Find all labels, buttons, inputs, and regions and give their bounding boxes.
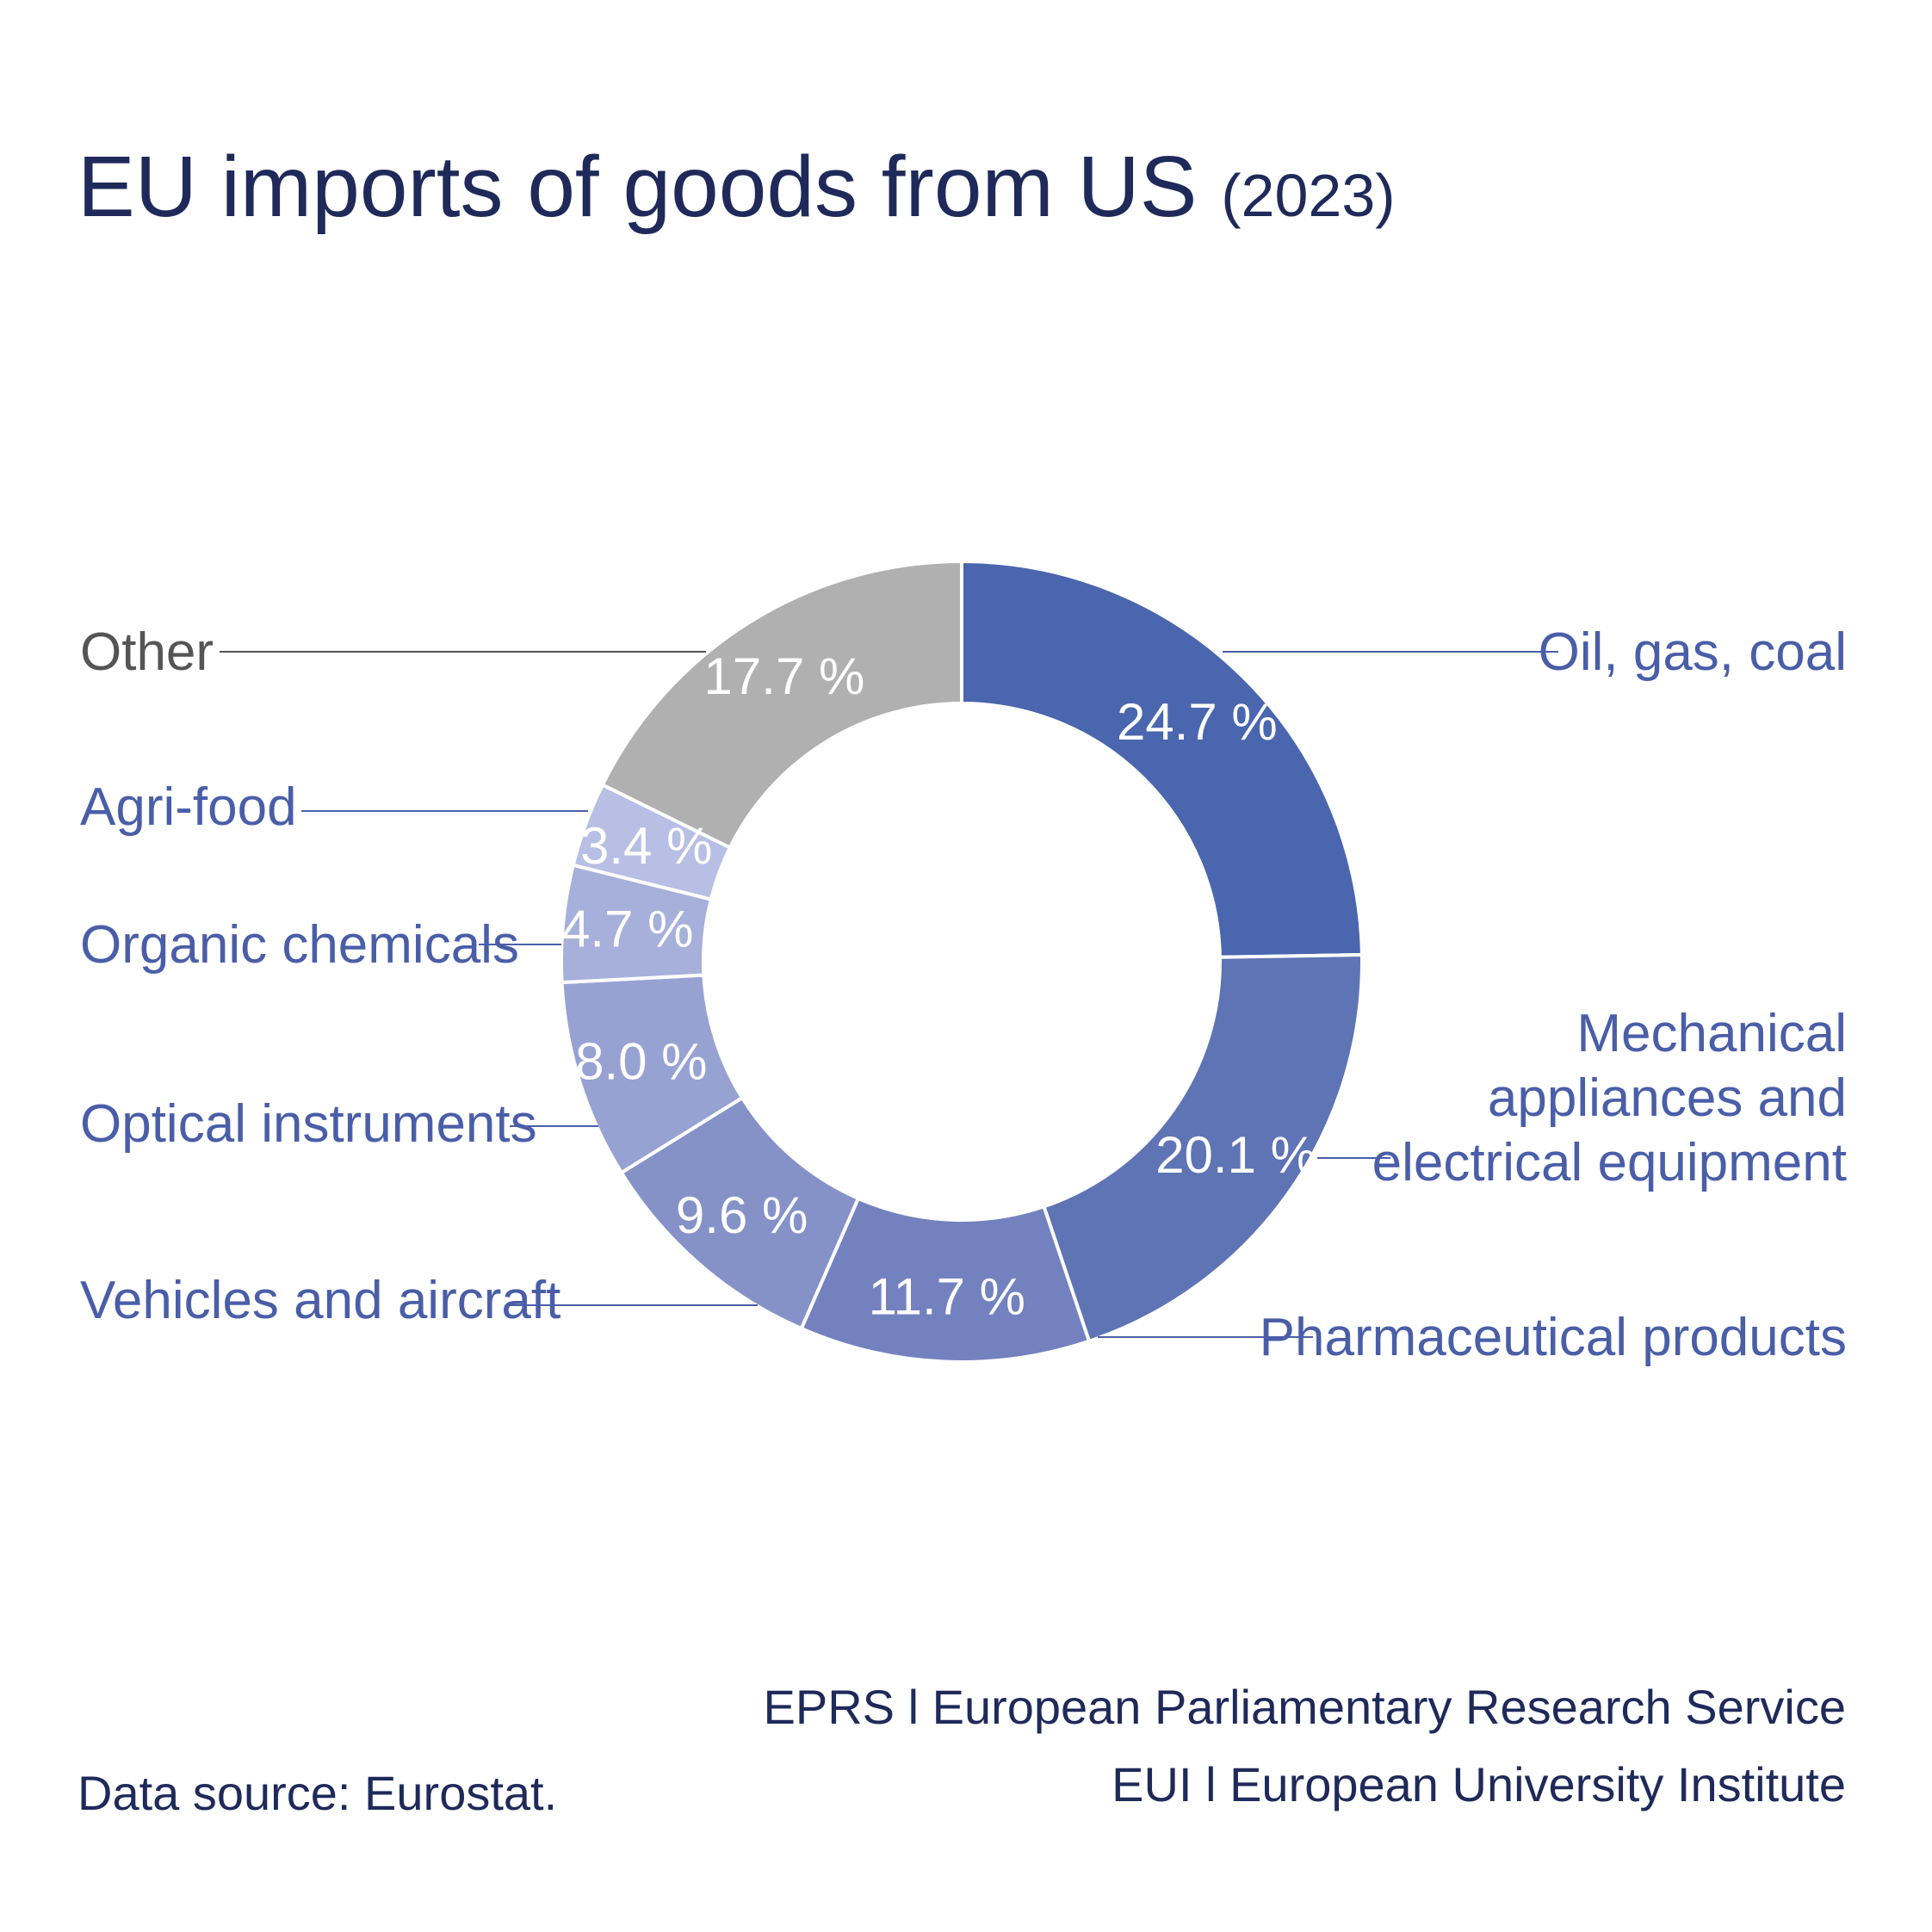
credit-eprs: EPRS l European Parliamentary Research S… <box>763 1680 1846 1734</box>
percent-label-pharmaceutical-products: 11.7 % <box>869 1268 1025 1326</box>
category-label-vehicles-and-aircraft: Vehicles and aircraft <box>80 1271 560 1330</box>
leader-lines <box>220 651 1558 1338</box>
category-label-optical-instruments: Optical instruments <box>80 1094 537 1154</box>
category-label-agri-food: Agri-food <box>80 777 297 837</box>
chart-title-year: (2023) <box>1221 162 1396 229</box>
category-label-mechanical-appliances-and-electrical-equipment: Mechanical appliances and electrical equip… <box>1372 1004 1847 1192</box>
category-labels: Oil, gas, coal Mechanical appliances and el… <box>80 622 1847 1367</box>
percent-label-vehicles-and-aircraft: 9.6 % <box>676 1186 808 1244</box>
category-label-organic-chemicals: Organic chemicals <box>80 915 519 975</box>
data-source-note: Data source: Eurostat. <box>77 1766 558 1820</box>
slice-other <box>600 559 963 851</box>
chart-title: EU imports of goods from US (2023) <box>77 138 1396 237</box>
percent-label-organic-chemicals: 4.7 % <box>561 901 693 958</box>
category-label-other: Other <box>80 622 214 682</box>
category-label-oil-gas-coal: Oil, gas, coal <box>1539 622 1847 682</box>
slice-mechanical-appliances-and-electrical-equipment <box>1041 952 1364 1344</box>
percent-label-oil-gas-coal: 24.7 % <box>1117 693 1278 751</box>
credit-eui: EUI l European University Institute <box>1112 1757 1846 1811</box>
percent-label-mechanical-appliances-and-electrical-equipment: 20.1 % <box>1155 1126 1316 1184</box>
percent-label-other: 17.7 % <box>704 647 865 705</box>
percent-labels: 24.7 % 20.1 % 11.7 % 9.6 % 8.0 % 4.7 % 3.4 % 17… <box>561 647 1316 1326</box>
percent-label-agri-food: 3.4 % <box>580 817 712 875</box>
slice-oil-gas-coal <box>960 559 1364 959</box>
category-label-pharmaceutical-products: Pharmaceutical products <box>1260 1308 1847 1367</box>
donut-slices <box>560 559 1364 1364</box>
chart-title-main: EU imports of goods from US <box>77 139 1198 235</box>
percent-label-optical-instruments: 8.0 % <box>575 1033 707 1091</box>
